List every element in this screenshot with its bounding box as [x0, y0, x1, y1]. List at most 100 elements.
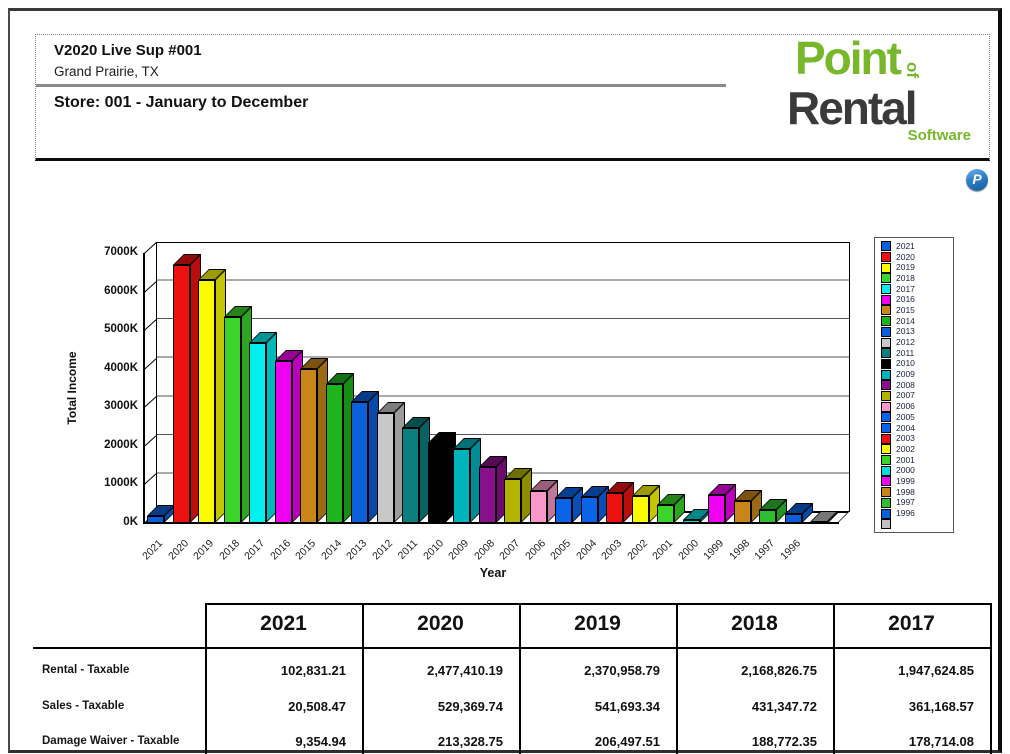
- legend-item: 2019: [875, 262, 953, 273]
- legend-item: 2007: [875, 390, 953, 402]
- legend-item: 2017: [875, 284, 953, 295]
- y-tick-mark: [144, 435, 157, 447]
- y-tick-label: 2000K: [104, 438, 138, 451]
- legend-item: 2018: [875, 273, 953, 284]
- legend-label: 2009: [896, 369, 915, 380]
- table-top-border: [205, 603, 990, 605]
- legend-item: 1997: [875, 497, 953, 509]
- table-column-line: [676, 603, 678, 754]
- legend-item: 2012: [875, 337, 953, 348]
- y-tick-mark: [144, 280, 157, 293]
- legend-swatch: [881, 476, 891, 487]
- bar-front: [351, 402, 368, 523]
- table-column-line: [833, 603, 835, 754]
- x-axis-line: [143, 522, 839, 524]
- legend-swatch: [881, 455, 891, 466]
- legend-item: 2002: [875, 444, 953, 455]
- point-of-rental-badge-icon[interactable]: P: [966, 169, 988, 191]
- legend-swatch: [881, 305, 891, 316]
- legend-swatch: [881, 412, 891, 423]
- table-row-label: Rental - Taxable: [42, 664, 130, 676]
- bar-front: [249, 343, 266, 523]
- report-title: V2020 Live Sup #001: [54, 42, 202, 59]
- legend-swatch: [881, 294, 891, 305]
- y-tick-mark: [144, 242, 157, 254]
- legend-item: 2021: [875, 241, 953, 252]
- bar-front: [402, 428, 419, 523]
- table-cell: 2,370,958.79: [584, 663, 660, 678]
- legend-swatch: [881, 241, 891, 252]
- bar-front: [733, 501, 751, 523]
- table-column-line: [519, 603, 521, 754]
- bar-front: [376, 413, 394, 523]
- legend-swatch: [881, 497, 891, 508]
- legend-label: 2005: [896, 411, 915, 422]
- bar-front: [708, 495, 725, 523]
- legend-item: 2010: [875, 358, 953, 370]
- legend-item: 2008: [875, 380, 953, 391]
- table-cell: 541,693.34: [594, 698, 660, 714]
- legend-swatch: [881, 519, 891, 530]
- table-col-header: 2020: [417, 612, 464, 635]
- legend-label: 2010: [896, 358, 915, 369]
- table-cell: 20,508.47: [288, 698, 346, 714]
- report-header: V2020 Live Sup #001 Grand Prairie, TX St…: [35, 34, 990, 161]
- legend-label: 2018: [896, 272, 915, 283]
- legend-swatch: [881, 326, 891, 337]
- y-tick-label: 4000K: [104, 361, 138, 374]
- table-column-line: [990, 603, 992, 754]
- legend-swatch: [881, 508, 891, 519]
- legend-item: 1996: [875, 508, 953, 519]
- legend-label: 2011: [896, 347, 915, 358]
- legend-label: 2007: [896, 390, 915, 401]
- legend-swatch: [881, 284, 891, 295]
- bar-front: [606, 493, 623, 523]
- legend-swatch: [881, 369, 891, 380]
- legend-swatch: [881, 380, 891, 391]
- table-cell: 206,497.51: [594, 734, 660, 749]
- table-cell: 431,347.72: [751, 698, 817, 714]
- bar-front: [810, 522, 827, 524]
- logo-point: Point of: [747, 35, 985, 92]
- table-cell: 9,354.94: [295, 734, 346, 749]
- bar-front: [274, 361, 292, 523]
- table-cell: 1,947,624.85: [898, 663, 974, 678]
- legend-label: 2016: [896, 294, 915, 305]
- y-tick-label: 7000K: [104, 246, 138, 258]
- y-tick-label: 0K: [123, 516, 138, 528]
- legend-label: 2008: [896, 379, 915, 390]
- table-row-label: Damage Waiver - Taxable: [42, 735, 180, 747]
- legend-item: [875, 519, 953, 530]
- legend-swatch: [881, 465, 891, 476]
- logo-of-text: of: [903, 61, 923, 79]
- table-column-line: [205, 603, 207, 754]
- bar-front: [529, 491, 547, 523]
- legend-item: 1999: [875, 476, 953, 487]
- y-tick-label: 3000K: [104, 400, 138, 413]
- bar-front: [682, 520, 700, 523]
- table-row-label: Sales - Taxable: [42, 699, 125, 712]
- legend-label: 2002: [896, 443, 915, 454]
- legend-label: 2001: [896, 454, 915, 465]
- legend-label: 2003: [896, 433, 915, 444]
- legend-swatch: [881, 337, 891, 348]
- bar-front: [172, 265, 190, 523]
- legend-swatch: [881, 433, 891, 444]
- bar-front: [198, 280, 215, 523]
- legend-swatch: [881, 273, 891, 284]
- legend-item: 2003: [875, 433, 953, 444]
- bar-front: [223, 317, 241, 523]
- legend-item: 2020: [875, 252, 953, 263]
- report-city: Grand Prairie, TX: [54, 64, 159, 79]
- legend-swatch: [881, 423, 891, 434]
- legend-label: 1998: [896, 486, 915, 497]
- y-tick-label: 6000K: [104, 284, 138, 297]
- legend-label: 2021: [896, 240, 915, 251]
- legend-swatch: [881, 252, 891, 263]
- bar-front: [478, 467, 496, 523]
- table-column-line: [362, 603, 364, 754]
- legend-label: 2004: [896, 422, 915, 433]
- legend-swatch: [881, 487, 891, 498]
- table-col-header: 2017: [888, 612, 935, 635]
- legend-swatch: [881, 401, 891, 412]
